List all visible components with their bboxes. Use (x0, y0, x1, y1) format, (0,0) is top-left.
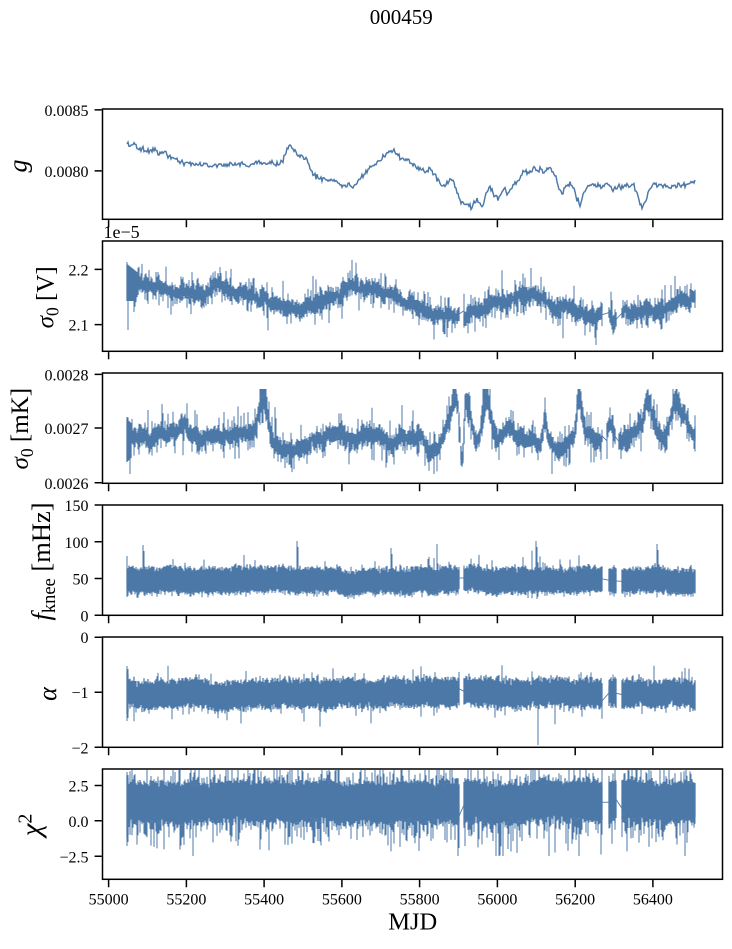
svg-text:000459: 000459 (370, 5, 433, 29)
svg-text:−2.5: −2.5 (59, 849, 88, 866)
svg-text:−2: −2 (71, 740, 88, 757)
svg-text:56200: 56200 (555, 891, 595, 908)
svg-text:−1: −1 (71, 685, 88, 702)
svg-text:0.0: 0.0 (69, 814, 89, 831)
svg-text:55400: 55400 (244, 891, 284, 908)
svg-text:50: 50 (73, 572, 89, 589)
svg-text:2.1: 2.1 (69, 318, 89, 335)
svg-text:α: α (33, 686, 62, 701)
svg-text:0.0085: 0.0085 (45, 103, 89, 120)
svg-text:100: 100 (65, 535, 89, 552)
svg-text:χ2: χ2 (15, 814, 48, 840)
svg-text:σ0 [V]: σ0 [V] (33, 266, 63, 328)
svg-text:56000: 56000 (477, 891, 517, 908)
svg-text:55600: 55600 (322, 891, 362, 908)
svg-text:150: 150 (65, 498, 89, 515)
svg-text:0.0027: 0.0027 (45, 421, 89, 438)
svg-text:2.2: 2.2 (69, 262, 89, 279)
svg-text:0.0026: 0.0026 (45, 476, 89, 493)
svg-text:55000: 55000 (89, 891, 129, 908)
svg-text:0.0028: 0.0028 (45, 367, 89, 384)
svg-text:σ0 [mK]: σ0 [mK] (7, 388, 37, 470)
svg-text:0: 0 (81, 608, 89, 625)
svg-text:fknee [mHz]: fknee [mHz] (26, 502, 60, 620)
svg-text:1e−5: 1e−5 (104, 222, 140, 242)
svg-text:56400: 56400 (633, 891, 673, 908)
svg-text:2.5: 2.5 (69, 779, 89, 796)
svg-text:MJD: MJD (388, 909, 437, 936)
svg-text:55800: 55800 (400, 891, 440, 908)
svg-text:g: g (4, 160, 33, 173)
svg-text:55200: 55200 (166, 891, 206, 908)
svg-text:0: 0 (81, 630, 89, 647)
svg-text:0.0080: 0.0080 (45, 164, 89, 181)
